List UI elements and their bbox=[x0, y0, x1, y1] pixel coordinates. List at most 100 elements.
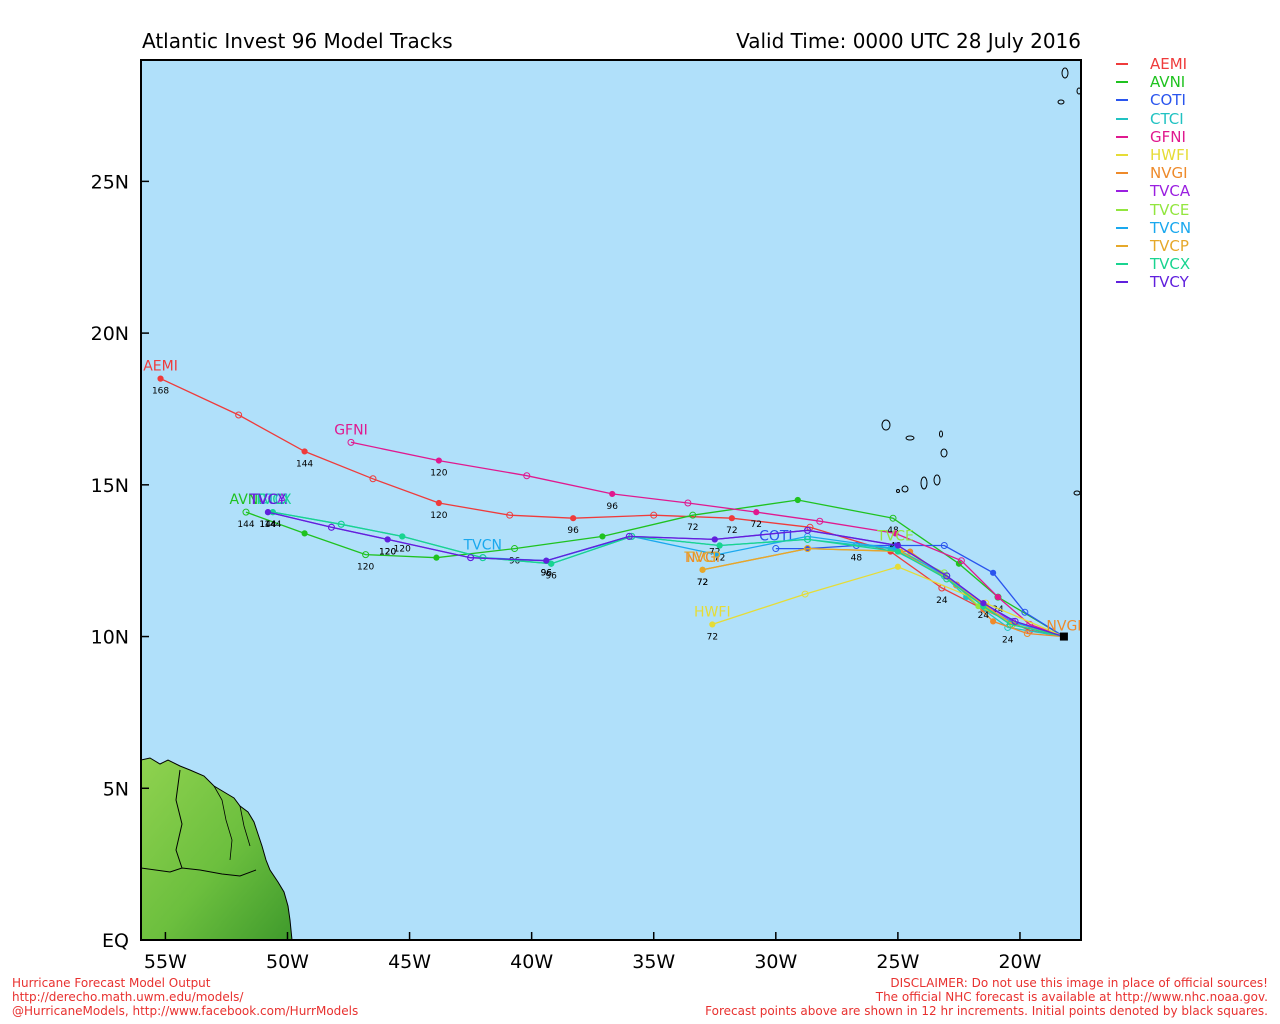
legend-swatch bbox=[1116, 172, 1128, 175]
forecast-point bbox=[1006, 620, 1014, 628]
hour-label: 72 bbox=[751, 520, 762, 530]
island-outline bbox=[940, 448, 948, 458]
forecast-point bbox=[523, 472, 531, 480]
forecast-point bbox=[716, 542, 723, 549]
footer-credits: Hurricane Forecast Model Output http://d… bbox=[12, 976, 358, 1018]
hour-label: 72 bbox=[697, 578, 708, 588]
forecast-point bbox=[511, 545, 519, 553]
forecast-point bbox=[548, 560, 555, 567]
forecast-point bbox=[543, 557, 550, 564]
track-end-label: TVCA bbox=[248, 492, 287, 508]
map-frame bbox=[140, 59, 1082, 941]
hour-label: 48 bbox=[887, 526, 899, 536]
legend-item-nvgi: NVGI bbox=[1112, 164, 1272, 182]
forecast-point bbox=[467, 554, 475, 562]
legend-item-tvca: TVCA bbox=[1112, 182, 1272, 200]
forecast-point bbox=[609, 490, 616, 498]
lon-tick-label: 50W bbox=[266, 951, 309, 973]
legend-label: AEMI bbox=[1150, 55, 1188, 73]
legend-swatch bbox=[1116, 208, 1128, 211]
lon-tick-label: 40W bbox=[510, 951, 553, 973]
legend-label: COTI bbox=[1150, 91, 1186, 110]
forecast-point bbox=[894, 548, 901, 555]
legend-swatch bbox=[1116, 81, 1128, 84]
forecast-point bbox=[709, 621, 716, 628]
initial-point-marker bbox=[1059, 632, 1068, 641]
track-end-label: GFNI bbox=[334, 422, 368, 438]
hour-label: 96 bbox=[606, 502, 618, 512]
legend-swatch bbox=[1116, 153, 1128, 156]
hour-label: 96 bbox=[509, 557, 521, 567]
forecast-point bbox=[753, 509, 760, 516]
island-outline bbox=[901, 485, 909, 493]
country-borders bbox=[141, 769, 257, 877]
forecast-point bbox=[994, 594, 1002, 601]
hour-label: 72 bbox=[707, 632, 718, 642]
forecast-point bbox=[894, 563, 901, 570]
hour-label: 144 bbox=[264, 520, 281, 530]
island-outline bbox=[1057, 99, 1065, 105]
legend-item-avni: AVNI bbox=[1112, 73, 1272, 91]
legend-item-tvcx: TVCX bbox=[1112, 255, 1272, 273]
legend-label: TVCP bbox=[1150, 236, 1189, 255]
forecast-point bbox=[650, 511, 658, 519]
disclaimer-line: DISCLAIMER: Do not use this image in pla… bbox=[890, 976, 1268, 990]
forecast-point bbox=[957, 557, 965, 565]
country-borders bbox=[213, 785, 251, 861]
forecast-point bbox=[362, 551, 370, 559]
island-outline bbox=[933, 474, 941, 486]
hour-label: 24 bbox=[1002, 635, 1014, 645]
legend: AEMI AVNI COTI CTCI GFNI HWFI NVGI TVCA TVCE TVCN… bbox=[1112, 55, 1272, 291]
forecast-point bbox=[435, 499, 442, 507]
legend-swatch bbox=[1116, 63, 1128, 65]
hour-label: 144 bbox=[259, 520, 276, 530]
island-outline bbox=[920, 476, 928, 490]
hour-label: 72 bbox=[709, 547, 720, 557]
forecast-point bbox=[816, 517, 824, 525]
lon-tick-label: 20W bbox=[998, 951, 1041, 973]
legend-swatch bbox=[1116, 226, 1128, 229]
legend-swatch bbox=[1116, 190, 1128, 193]
forecast-point bbox=[804, 526, 812, 534]
legend-label: GFNI bbox=[1150, 127, 1186, 146]
hour-label: 120 bbox=[357, 563, 374, 573]
forecast-point bbox=[301, 448, 308, 455]
track-avni: 24 48 72 96 120 144 AVNI bbox=[230, 492, 1065, 638]
ocean-area bbox=[141, 60, 1081, 940]
island-outline bbox=[905, 435, 915, 441]
track-aemi: 24 72 96 120 144 168 AEMI bbox=[143, 359, 1065, 638]
forecast-point bbox=[1011, 617, 1019, 625]
forecast-point bbox=[399, 533, 406, 540]
forecast-point bbox=[804, 545, 812, 553]
hour-label: 72 bbox=[714, 554, 725, 564]
island-outline bbox=[881, 419, 891, 431]
track-end-label: TVCN bbox=[463, 538, 502, 554]
hour-label: 144 bbox=[237, 520, 254, 530]
forecast-point bbox=[772, 545, 780, 553]
forecast-point bbox=[990, 618, 997, 625]
hour-label: 24 bbox=[978, 611, 990, 621]
forecast-point bbox=[157, 375, 164, 382]
hour-label: 72 bbox=[697, 578, 708, 588]
legend-swatch bbox=[1116, 135, 1128, 138]
hour-label: 96 bbox=[567, 526, 579, 536]
legend-label: AVNI bbox=[1150, 73, 1186, 92]
hour-label: 72 bbox=[726, 526, 737, 536]
forecast-point bbox=[506, 511, 514, 519]
track-line bbox=[775, 544, 1065, 638]
map-layer: 24 72 96 120 144 168 AEMI 24 48 72 96 120 144 AVNI 48 C… bbox=[141, 67, 1081, 940]
disclaimer-line: Forecast points above are shown in 12 hr… bbox=[705, 1004, 1268, 1018]
track-end-label: HWFI bbox=[694, 604, 731, 620]
forecast-point bbox=[327, 523, 335, 531]
hour-label: 120 bbox=[430, 511, 447, 521]
track-line bbox=[160, 378, 1065, 638]
lat-tick-label: 10N bbox=[91, 627, 129, 649]
legend-swatch bbox=[1116, 263, 1128, 266]
forecast-point bbox=[599, 533, 606, 540]
hour-label: 96 bbox=[545, 572, 557, 582]
forecast-point bbox=[711, 536, 718, 543]
initial-model-label: NVGI bbox=[1046, 619, 1081, 635]
footer-credit-line: Hurricane Forecast Model Output bbox=[12, 976, 211, 990]
track-gfni: 48 72 96 120 GFNI bbox=[334, 422, 1065, 638]
